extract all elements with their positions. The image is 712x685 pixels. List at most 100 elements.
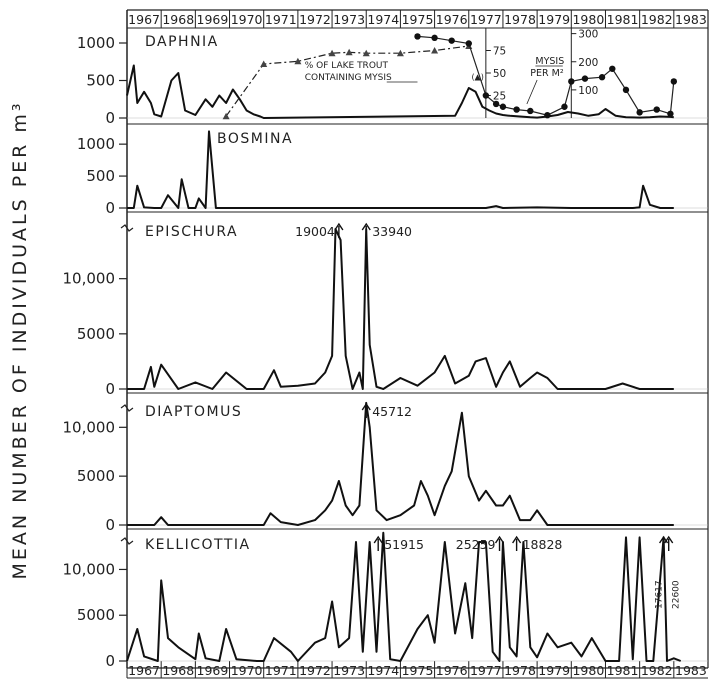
series-line-kellicottia [126, 531, 682, 662]
year-label-top: 1976 [436, 12, 468, 27]
year-label-bottom: 1970 [231, 663, 263, 678]
y-tick-label: 1000 [77, 34, 115, 52]
panel-title-kellicottia: KELLICOTTIA [145, 537, 251, 553]
annotation-label: 19004 [295, 224, 335, 239]
overlay-axis-tick-label: 25 [493, 91, 506, 103]
overlay-axis-tick-label: 50 [493, 68, 506, 80]
overlay-mysis-marker [622, 86, 630, 94]
annotation-arrow-head [494, 535, 505, 544]
year-label-bottom: 1982 [641, 663, 673, 678]
overlay-mysis-marker [492, 100, 500, 108]
overlay-mysis-marker [667, 110, 674, 117]
year-label-top: 1973 [333, 12, 365, 27]
y-tick-label: 5000 [77, 325, 115, 343]
overlay-lake-trout-marker [328, 49, 336, 57]
annotation-label: 51915 [384, 537, 424, 552]
year-label-bottom: 1978 [504, 663, 536, 678]
overlay-mysis-marker [527, 107, 534, 115]
annotation-label: 25259 [456, 537, 496, 552]
year-label-bottom: 1976 [436, 663, 468, 678]
overlay-mysis-marker [414, 33, 421, 40]
annotation-label: 17617 [655, 580, 665, 609]
axis-break-mark [120, 224, 134, 232]
year-label-bottom: 1981 [607, 663, 639, 678]
overlay-mysis-marker [544, 111, 551, 119]
annotation-arrow-head [361, 402, 371, 411]
year-label-top: 1983 [675, 12, 707, 27]
overlay-axis-tick-label: 100 [578, 85, 598, 97]
annotation-label: 45712 [372, 404, 412, 419]
overlay-axis-symbol: (▲) [471, 73, 483, 82]
year-label-bottom: 1968 [162, 663, 194, 678]
overlay-label-lake-trout: % OF LAKE TROUT [305, 61, 389, 71]
overlay-pointer [526, 79, 538, 105]
overlay-lake-trout-marker [345, 48, 353, 56]
year-label-bottom: 1973 [333, 663, 365, 678]
panel-title-daphnia: DAPHNIA [145, 34, 219, 50]
overlay-mysis-marker [609, 65, 616, 72]
year-label-bottom: 1979 [538, 663, 570, 678]
panel-title-bosmina: BOSMINA [217, 131, 293, 147]
overlay-mysis-marker [499, 103, 507, 110]
year-label-top: 1981 [607, 12, 639, 27]
series-layer [126, 33, 682, 662]
overlay-mysis-marker [465, 40, 472, 47]
y-tick-label: 0 [105, 516, 115, 534]
year-label-top: 1980 [572, 12, 604, 27]
overlay-lake-trout-marker [260, 60, 268, 67]
overlay-mysis-marker [581, 75, 589, 82]
y-tick-label: 500 [86, 167, 115, 185]
overlay-mysis-marker [561, 103, 568, 110]
overlay-axis-tick-label: 200 [578, 57, 598, 69]
year-label-top: 1968 [162, 12, 194, 27]
y-tick-label: 1000 [77, 135, 115, 153]
overlay-lake-trout-marker [294, 57, 302, 65]
series-line-diaptomus [127, 401, 674, 526]
y-tick-label: 5000 [77, 606, 115, 624]
year-label-bottom: 1974 [367, 663, 399, 678]
series-line-epischura [127, 228, 674, 390]
overlay-mysis-marker [431, 34, 438, 42]
y-tick-label: 500 [86, 72, 115, 90]
annotation-arrow-head [512, 535, 522, 544]
y-tick-label: 10,000 [63, 418, 116, 436]
overlay-lake-trout-marker [396, 49, 404, 57]
panel-title-epischura: EPISCHURA [145, 224, 238, 240]
overlay-mysis-marker [482, 92, 490, 99]
annotation-arrow-head [334, 222, 344, 231]
overlay-mysis-marker [513, 106, 520, 113]
year-label-bottom: 1969 [197, 663, 229, 678]
year-label-top: 1969 [197, 12, 229, 27]
year-label-top: 1978 [504, 12, 536, 27]
annotation-label: 33940 [372, 224, 412, 239]
year-label-top: 1967 [128, 12, 160, 27]
overlay-mysis-marker [448, 37, 455, 44]
year-label-bottom: 1980 [572, 663, 604, 678]
annotation-label: 18828 [523, 537, 563, 552]
year-label-bottom: 1977 [470, 663, 502, 678]
axes-layer [119, 9, 709, 679]
year-label-top: 1975 [402, 12, 434, 27]
year-label-top: 1971 [265, 12, 297, 27]
series-line-bosmina [127, 130, 674, 209]
panel-title-diaptomus: DIAPTOMUS [145, 404, 242, 420]
axis-break-mark [120, 537, 134, 545]
overlay-lake-trout-marker [431, 47, 439, 54]
year-label-bottom: 1983 [675, 663, 707, 678]
overlay-lake-trout-marker [222, 112, 230, 120]
year-label-bottom: 1967 [128, 663, 160, 678]
year-label-bottom: 1972 [299, 663, 331, 678]
y-tick-label: 0 [105, 109, 115, 127]
series-line-daphnia [126, 64, 674, 119]
annotation-arrow-head [373, 535, 383, 544]
labels-layer: 1967196719681968196919691970197019711971… [63, 12, 707, 678]
overlay-mysis-marker [653, 106, 660, 113]
overlay-mysis-marker [568, 78, 575, 85]
annotation-label: 22600 [672, 580, 682, 609]
y-axis-label: MEAN NUMBER OF INDIVIDUALS PER m³ [9, 100, 31, 579]
y-tick-label: 0 [105, 380, 115, 398]
overlay-mysis-line [417, 35, 675, 116]
y-tick-label: 0 [105, 652, 115, 670]
